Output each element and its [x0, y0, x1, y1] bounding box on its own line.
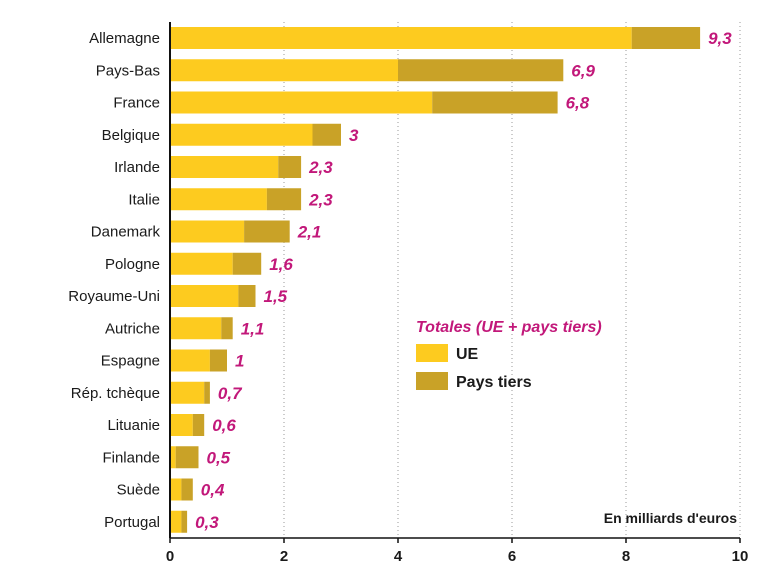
category-label-14: Suède	[117, 482, 160, 499]
total-label-11: 0,7	[218, 384, 243, 403]
bar-ue-15	[170, 510, 182, 533]
total-label-1: 6,9	[571, 61, 595, 80]
bar-ue-7	[170, 252, 233, 275]
bar-pays-tiers-7	[232, 252, 262, 275]
category-label-8: Royaume-Uni	[68, 288, 160, 305]
total-label-10: 1	[235, 352, 244, 371]
category-label-13: Finlande	[102, 449, 160, 466]
category-label-12: Lituanie	[107, 417, 160, 434]
bar-ue-0	[170, 27, 632, 49]
bar-ue-4	[170, 156, 279, 178]
total-label-3: 3	[349, 126, 359, 145]
x-tick-label-8: 8	[622, 548, 630, 565]
bar-pays-tiers-12	[192, 414, 205, 436]
category-label-15: Portugal	[104, 514, 160, 531]
category-label-2: France	[113, 95, 160, 112]
total-label-6: 2,1	[297, 223, 322, 242]
bar-ue-1	[170, 59, 398, 82]
bar-pays-tiers-4	[278, 156, 302, 178]
category-label-4: Irlande	[114, 159, 160, 176]
total-label-14: 0,4	[201, 481, 225, 500]
x-tick-label-0: 0	[166, 548, 174, 565]
bar-pays-tiers-1	[398, 59, 564, 82]
bar-pays-tiers-11	[204, 381, 210, 404]
bar-ue-8	[170, 285, 239, 307]
legend-swatch-ue	[416, 344, 448, 362]
bar-pays-tiers-6	[244, 220, 290, 243]
total-label-5: 2,3	[308, 190, 333, 209]
bar-pays-tiers-15	[181, 510, 188, 533]
x-tick-label-6: 6	[508, 548, 516, 565]
total-label-15: 0,3	[195, 513, 219, 532]
category-label-6: Danemark	[91, 224, 161, 241]
category-label-3: Belgique	[102, 127, 160, 144]
category-label-11: Rép. tchèque	[71, 385, 160, 402]
legend-label-pays-tiers: Pays tiers	[456, 374, 532, 391]
bar-pays-tiers-0	[631, 27, 701, 49]
bar-ue-11	[170, 381, 205, 404]
bar-ue-2	[170, 91, 433, 114]
bar-ue-10	[170, 349, 210, 372]
total-label-13: 0,5	[207, 448, 231, 467]
category-label-0: Allemagne	[89, 30, 160, 47]
bar-ue-9	[170, 317, 222, 340]
bar-pays-tiers-5	[266, 188, 302, 211]
total-label-0: 9,3	[708, 29, 732, 48]
bar-pays-tiers-14	[181, 478, 193, 501]
x-tick-label-4: 4	[394, 548, 403, 565]
x-tick-label-2: 2	[280, 548, 288, 565]
bar-ue-5	[170, 188, 267, 211]
total-label-7: 1,6	[269, 255, 293, 274]
legend-label-ue: UE	[456, 346, 479, 363]
legend-swatch-pays-tiers	[416, 372, 448, 390]
category-label-1: Pays-Bas	[96, 62, 160, 79]
category-label-10: Espagne	[101, 353, 160, 370]
x-tick-label-10: 10	[732, 548, 749, 565]
bar-pays-tiers-3	[312, 123, 341, 146]
bar-ue-12	[170, 414, 193, 436]
bar-pays-tiers-2	[432, 91, 558, 114]
total-label-4: 2,3	[308, 158, 333, 177]
unit-note: En milliards d'euros	[604, 510, 737, 526]
total-label-9: 1,1	[241, 319, 265, 338]
legend-title: Totales (UE + pays tiers)	[416, 319, 602, 336]
bar-ue-6	[170, 220, 245, 243]
bar-ue-14	[170, 478, 182, 501]
bar-pays-tiers-10	[209, 349, 227, 372]
total-label-2: 6,8	[566, 94, 590, 113]
bar-pays-tiers-9	[221, 317, 233, 340]
bar-ue-3	[170, 123, 313, 146]
total-label-12: 0,6	[212, 416, 236, 435]
total-label-8: 1,5	[264, 287, 288, 306]
bar-ue-13	[170, 446, 176, 469]
category-label-7: Pologne	[105, 256, 160, 273]
bar-pays-tiers-8	[238, 285, 256, 307]
category-label-9: Autriche	[105, 320, 160, 337]
category-label-5: Italie	[128, 191, 160, 208]
bar-pays-tiers-13	[175, 446, 199, 469]
